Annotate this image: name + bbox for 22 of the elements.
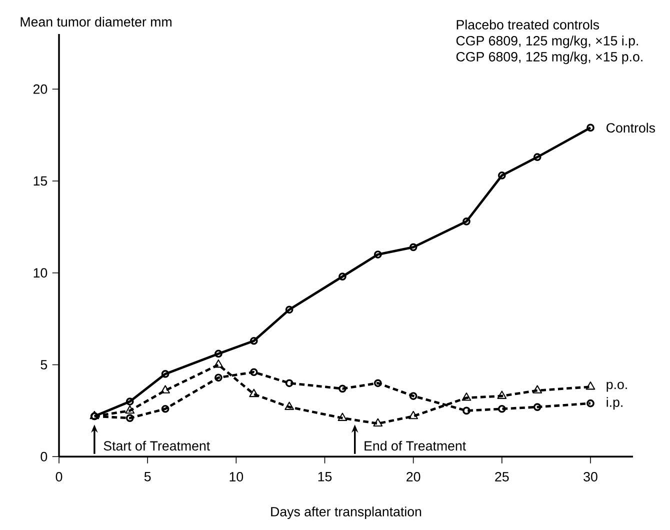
- x-tick-label: 5: [144, 472, 151, 482]
- y-tick-label: 5: [40, 360, 48, 370]
- y-tick-label: 10: [34, 268, 48, 278]
- y-tick-label: 20: [33, 84, 48, 94]
- x-tick-label: 30: [584, 472, 598, 482]
- text: Placebo treated controls: [456, 20, 600, 30]
- x-tick-label: 10: [230, 472, 244, 482]
- x-tick-label: 15: [318, 472, 332, 482]
- annotation: CGP 6809, 125 mg/kg, ×15 i.p.: [456, 36, 638, 48]
- x-axis-title: Days after transplantation: [271, 506, 422, 520]
- series-label: p.o.: [606, 382, 627, 392]
- y-axis-title: Mean tumor diameter mm: [20, 16, 172, 27]
- y-tick-label: 0: [40, 452, 48, 462]
- x-tick-label: 25: [495, 472, 509, 482]
- series-label: i.p.: [606, 397, 622, 410]
- y-tick-label: 15: [34, 176, 48, 186]
- x-tick-label: 0: [56, 472, 62, 482]
- ref-line-label: End of Treatment: [364, 440, 466, 451]
- x-tick-label: 20: [406, 472, 420, 482]
- annotation: CGP 6809, 125 mg/kg, ×15 p.o.: [456, 52, 642, 64]
- ref-line-label: Start of Treatment: [104, 440, 210, 451]
- series-label: Controls: [606, 122, 656, 133]
